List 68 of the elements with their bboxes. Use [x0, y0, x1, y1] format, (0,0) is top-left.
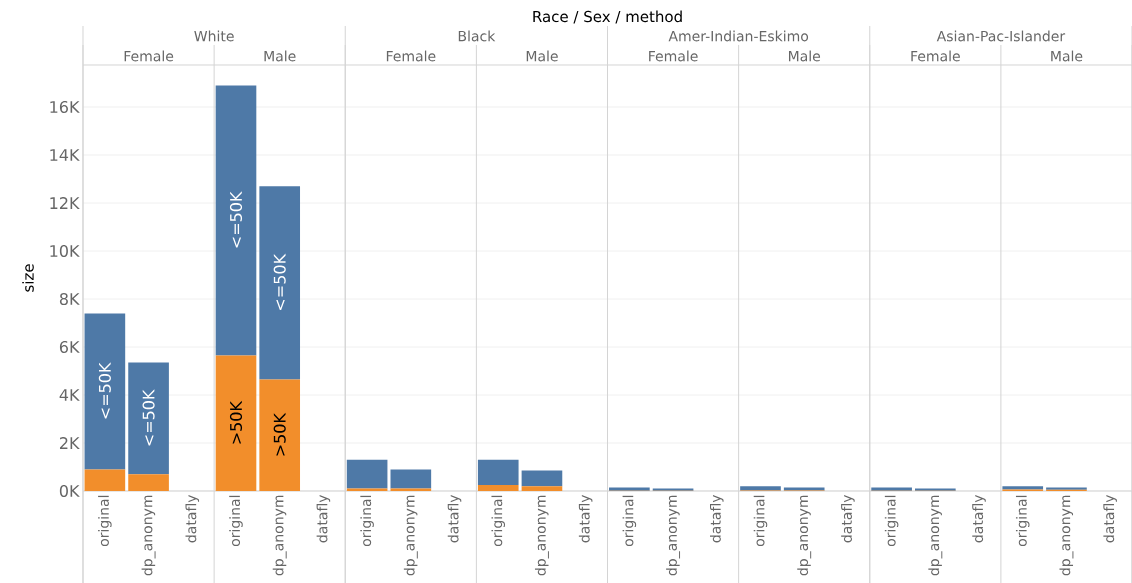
- x-tick-label: datafly: [972, 494, 986, 543]
- text: Amer-Indian-Eskimo: [668, 30, 809, 42]
- bar: [215, 85, 257, 356]
- text: Male: [526, 50, 558, 62]
- y-tick-label: 4K: [59, 389, 80, 401]
- text: Asian-Pac-Islander: [936, 30, 1066, 42]
- y-tick-label: 12K: [50, 197, 80, 209]
- text: Female: [911, 50, 960, 62]
- x-tick-label: datafly: [841, 494, 855, 543]
- bar: [521, 486, 563, 491]
- y-tick-label: 0K: [59, 484, 80, 498]
- text: Female: [124, 50, 174, 62]
- bar: [259, 379, 301, 491]
- series-label: <=50K: [229, 191, 243, 248]
- x-tick-label: original: [98, 495, 112, 547]
- text: <=50K: [142, 389, 155, 446]
- x-tick-label: dp_anonym: [534, 495, 549, 576]
- text: Male: [788, 50, 821, 62]
- y-tick-label: 14K: [50, 149, 80, 161]
- x-tick-label: dp_anonym: [141, 495, 156, 576]
- chart-title: Race / Sex / method: [533, 10, 682, 24]
- bar: [477, 484, 519, 491]
- series-label: >50K: [229, 400, 243, 444]
- bar: [740, 486, 781, 491]
- text: Female: [386, 50, 436, 62]
- bar: [84, 469, 126, 491]
- x-tick-label: original: [622, 495, 637, 547]
- text: >50K: [273, 412, 286, 456]
- x-tick-label: original: [753, 495, 768, 547]
- y-tick-label: 2K: [59, 437, 80, 449]
- text: <=50K: [273, 253, 286, 310]
- y-tick-label: 16K: [50, 100, 80, 114]
- text: <=50K: [98, 362, 111, 419]
- text: Male: [264, 50, 296, 62]
- x-tick-label: dp_anonym: [403, 495, 418, 576]
- x-tick-label: original: [360, 495, 374, 547]
- y-tick-label: 10K: [50, 244, 80, 258]
- x-tick-label: original: [1015, 495, 1030, 547]
- bar: [477, 459, 519, 485]
- x-tick-label: dp_anonym: [666, 495, 681, 576]
- x-tick-label: datafly: [1103, 494, 1117, 543]
- bar: [84, 313, 126, 470]
- bar: [390, 469, 432, 489]
- y-axis-title: size: [22, 264, 34, 292]
- x-tick-label: dp_anonym: [797, 495, 812, 576]
- x-tick-label: dp_anonym: [928, 495, 943, 576]
- x-tick-label: original: [491, 495, 506, 547]
- x-tick-label: dp_anonym: [272, 495, 287, 576]
- text: Black: [458, 30, 496, 42]
- x-tick-label: dp_anonym: [1059, 495, 1074, 576]
- bar: [128, 362, 169, 475]
- bar: [346, 459, 388, 489]
- x-tick-label: original: [884, 495, 899, 547]
- x-tick-label: datafly: [710, 494, 724, 543]
- y-tick-label: 6K: [59, 340, 80, 354]
- x-tick-label: original: [229, 495, 243, 547]
- x-tick-label: datafly: [578, 494, 593, 543]
- bar: [259, 186, 301, 380]
- text: Male: [1051, 50, 1083, 62]
- bar: [521, 470, 563, 487]
- x-tick-label: datafly: [447, 494, 462, 543]
- x-tick-label: datafly: [185, 494, 200, 543]
- y-tick-label: 8K: [59, 292, 80, 306]
- text: White: [194, 30, 234, 42]
- bar: [128, 474, 169, 491]
- text: Female: [649, 50, 698, 62]
- bar: [215, 355, 257, 491]
- x-tick-label: datafly: [316, 494, 331, 543]
